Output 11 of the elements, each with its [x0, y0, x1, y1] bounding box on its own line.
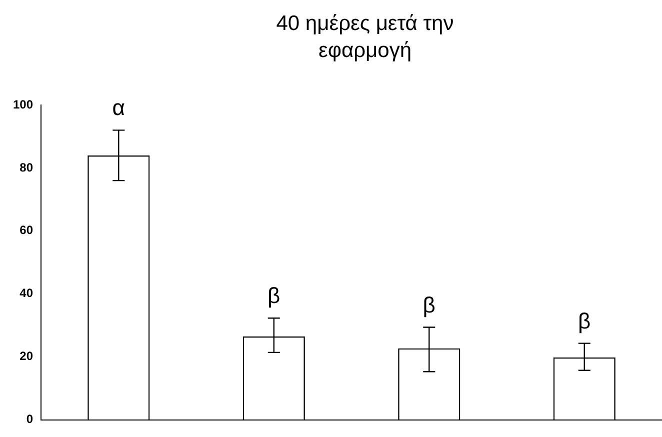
annotation: α	[112, 95, 126, 120]
annotation: β	[422, 292, 436, 318]
annotation: β	[578, 308, 591, 334]
chart-title: 40 ημέρες μετά την εφαρμογή	[275, 11, 455, 64]
y-tick-label: 20	[20, 349, 34, 364]
y-tick-label: 60	[20, 223, 34, 238]
annotation: β	[268, 283, 280, 308]
y-tick-label: 40	[20, 286, 34, 300]
y-tick-label: 100	[12, 97, 34, 112]
y-tick-label: 0	[26, 412, 34, 426]
y-tick-label: 80	[20, 160, 34, 174]
